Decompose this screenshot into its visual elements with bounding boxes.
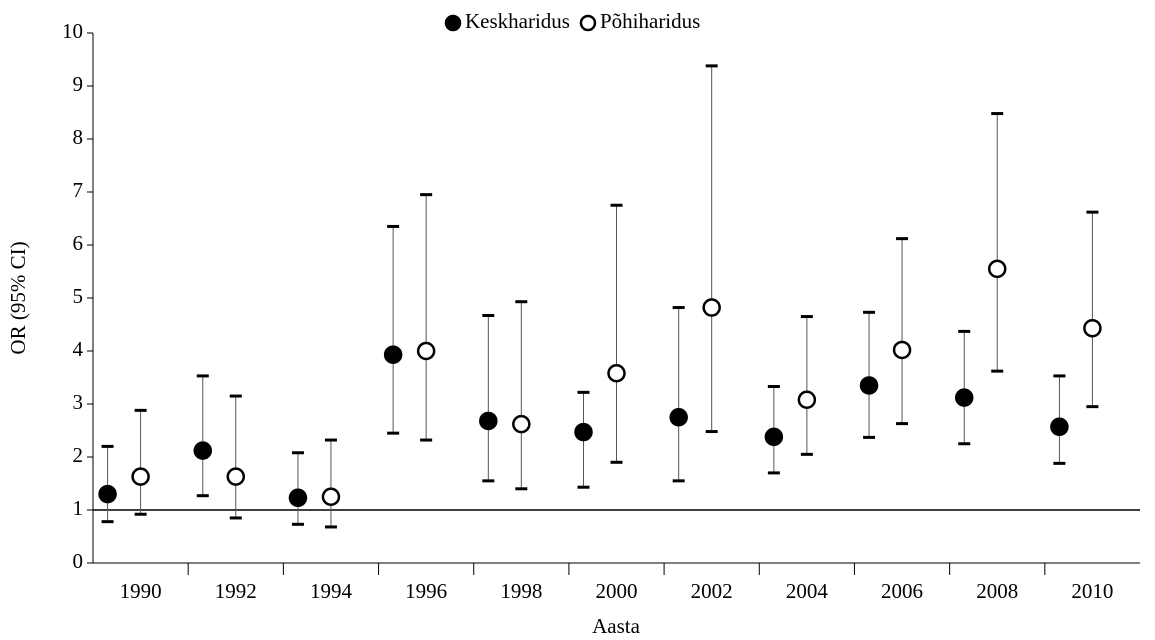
legend-label: Keskharidus — [465, 9, 570, 33]
point — [702, 298, 721, 317]
point — [892, 340, 912, 360]
point — [512, 414, 531, 434]
point — [1083, 318, 1102, 338]
x-tick-label: 2010 — [1071, 579, 1113, 603]
x-tick-label: 2000 — [596, 579, 638, 603]
y-tick-label: 1 — [73, 496, 84, 520]
x-axis-label: Aasta — [592, 614, 640, 638]
y-axis-label: OR (95% CI) — [6, 241, 30, 354]
point — [288, 488, 308, 508]
point — [479, 411, 498, 431]
x-tick-label: 1994 — [310, 579, 353, 603]
point — [607, 364, 626, 383]
y-tick-label: 5 — [73, 284, 84, 308]
y-tick-label: 8 — [73, 125, 84, 149]
x-tick-label: 2004 — [786, 579, 829, 603]
x-tick-label: 2008 — [976, 579, 1018, 603]
x-tick-label: 1992 — [215, 579, 257, 603]
point — [859, 376, 879, 395]
legend-marker — [444, 14, 462, 32]
x-tick-label: 2006 — [881, 579, 923, 603]
x-tick-label: 2002 — [691, 579, 733, 603]
point — [193, 441, 213, 460]
point — [987, 259, 1007, 279]
point — [226, 467, 246, 486]
point — [797, 390, 817, 410]
legend-marker — [579, 14, 597, 32]
point — [98, 484, 117, 504]
y-tick-label: 2 — [73, 443, 84, 467]
point — [383, 345, 403, 364]
x-tick-label: 1998 — [500, 579, 542, 603]
x-tick-label: 1996 — [405, 579, 447, 603]
point — [131, 467, 150, 486]
legend-label: Põhiharidus — [600, 9, 700, 33]
point — [321, 487, 341, 506]
x-tick-label: 1990 — [120, 579, 162, 603]
y-tick-label: 4 — [73, 337, 84, 361]
y-tick-label: 3 — [73, 390, 84, 414]
y-tick-label: 0 — [73, 549, 84, 573]
point — [574, 422, 593, 442]
y-tick-label: 10 — [62, 19, 83, 43]
point — [764, 427, 784, 447]
point — [954, 388, 974, 407]
y-tick-label: 9 — [73, 72, 84, 96]
point — [669, 408, 688, 427]
point — [416, 341, 436, 361]
y-tick-label: 7 — [73, 178, 84, 202]
point — [1050, 417, 1069, 437]
y-tick-label: 6 — [73, 231, 84, 255]
